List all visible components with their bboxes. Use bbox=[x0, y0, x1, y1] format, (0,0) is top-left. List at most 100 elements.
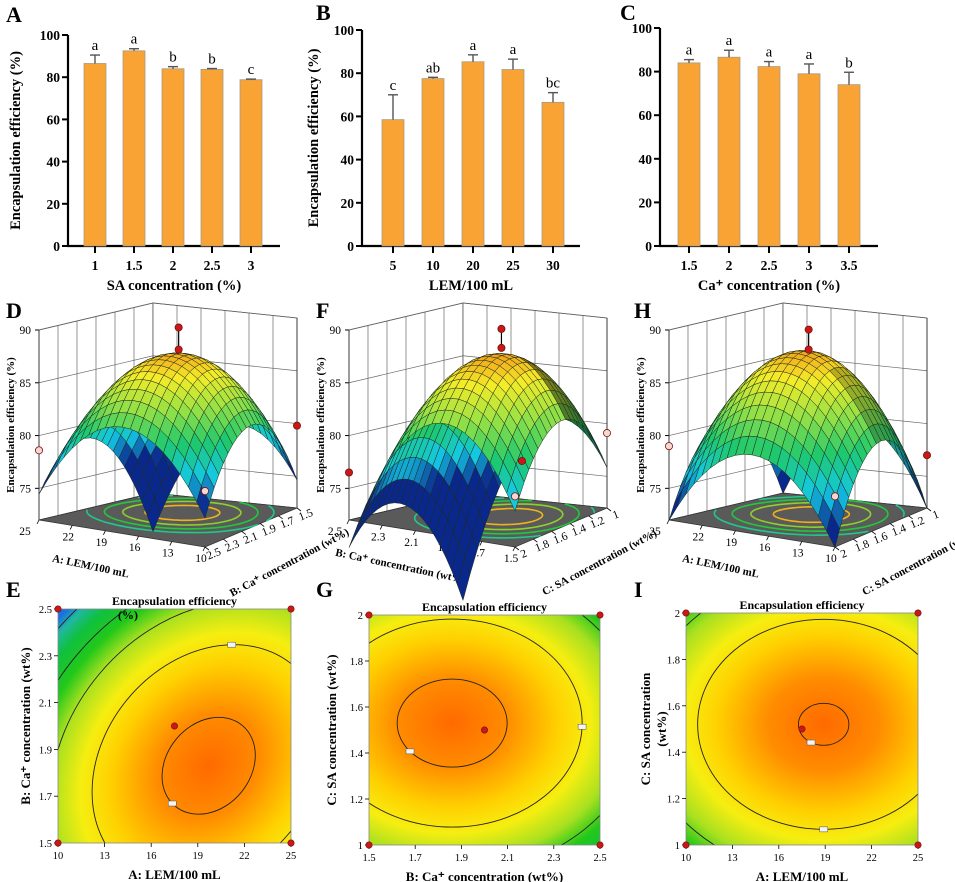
y-tick-label: 1.5 bbox=[297, 507, 315, 524]
significance-letter: a bbox=[92, 38, 99, 54]
x-tick-label: 2.1 bbox=[404, 537, 419, 549]
x-tick bbox=[103, 530, 106, 535]
x-tick-label: 2.3 bbox=[371, 531, 386, 543]
z-axis-title: Encapsulation efficiency (%) bbox=[5, 357, 17, 493]
y-tick-label: 1.4 bbox=[350, 749, 364, 760]
y-tick-label: 80 bbox=[639, 65, 653, 80]
y-tick-label: 100 bbox=[40, 28, 61, 43]
contour-line bbox=[91, 644, 291, 843]
y-tick bbox=[514, 546, 520, 551]
y-tick-label: 1.9 bbox=[260, 522, 278, 539]
y-tick bbox=[278, 515, 283, 520]
y-tick-label: 40 bbox=[47, 155, 61, 170]
z-tick-label: 85 bbox=[330, 378, 342, 390]
bar bbox=[541, 101, 565, 247]
design-point bbox=[292, 421, 301, 430]
x-tick bbox=[36, 519, 40, 525]
y-tick-label: 2 bbox=[839, 547, 849, 560]
significance-letter: b bbox=[845, 55, 853, 71]
x-tick-label: 22 bbox=[866, 853, 877, 864]
panel-label: F bbox=[316, 298, 329, 323]
significance-letter: a bbox=[766, 45, 773, 61]
floor-contour-line bbox=[749, 501, 872, 529]
contour-label bbox=[598, 578, 606, 583]
y-tick-label: 1.8 bbox=[667, 655, 680, 666]
z-tick-label: 75 bbox=[650, 483, 662, 495]
design-point bbox=[174, 345, 183, 354]
y-tick-label: 100 bbox=[632, 21, 653, 36]
surface-patch bbox=[196, 485, 210, 519]
contour-label bbox=[606, 540, 614, 545]
x-tick bbox=[512, 546, 516, 552]
x-tick-label: 2.5 bbox=[593, 853, 606, 864]
bar bbox=[239, 79, 263, 247]
y-tick-label: 2 bbox=[675, 609, 680, 620]
x-tick-label: 10 bbox=[53, 851, 64, 862]
x-tick-label: 25 bbox=[649, 526, 661, 538]
x-tick bbox=[766, 536, 769, 541]
y-tick-label: 60 bbox=[341, 109, 355, 124]
response-surface bbox=[38, 352, 298, 533]
x-tick-label: 2 bbox=[170, 258, 177, 273]
y-tick-label: 2.1 bbox=[242, 530, 260, 547]
design-point bbox=[497, 343, 506, 352]
significance-letter: a bbox=[131, 32, 138, 48]
x-axis-title: A: LEM/100 mL bbox=[756, 869, 849, 882]
significance-letter: c bbox=[248, 62, 255, 78]
panel-label: B bbox=[316, 0, 331, 25]
bar bbox=[200, 68, 224, 247]
bar bbox=[677, 62, 701, 247]
y-tick bbox=[871, 531, 877, 535]
center-point bbox=[798, 725, 806, 733]
design-point bbox=[287, 605, 295, 613]
y-tick bbox=[588, 515, 593, 520]
floor-contour-line bbox=[731, 498, 889, 532]
plot-subtitle: (%) bbox=[118, 608, 138, 622]
x-tick-label: 22 bbox=[692, 531, 704, 543]
bar bbox=[501, 69, 525, 247]
design-point bbox=[682, 609, 690, 617]
panel-label: H bbox=[634, 298, 651, 323]
x-tick bbox=[202, 546, 206, 552]
design-point bbox=[287, 839, 295, 847]
design-point bbox=[914, 841, 922, 849]
x-tick-label: 2.5 bbox=[328, 526, 343, 538]
design-point bbox=[914, 609, 922, 617]
y-tick-label: 2.3 bbox=[39, 652, 52, 663]
x-tick-label: 16 bbox=[774, 853, 785, 864]
z-axis-title: Encapsulation efficiency (%) bbox=[635, 357, 647, 493]
y-tick-label: 40 bbox=[639, 152, 653, 167]
significance-letter: c bbox=[390, 78, 397, 94]
y-tick-label: 20 bbox=[639, 195, 653, 210]
contour-plot-g: G 1.5 1.7 1.9 2.1 2.3 2.5 1 1.2 1.4 1.6 1.8 2 Encapsu… bbox=[316, 540, 614, 882]
contour-label bbox=[742, 544, 750, 549]
x-tick-label: 20 bbox=[466, 258, 480, 273]
significance-letter: a bbox=[510, 42, 517, 58]
panel-label: C bbox=[620, 0, 636, 25]
y-tick-label: 2 bbox=[358, 611, 363, 622]
y-tick bbox=[926, 507, 932, 512]
plot-title: Encapsulation efficiency bbox=[422, 600, 547, 614]
design-point bbox=[54, 839, 62, 847]
y-tick-label: 1 bbox=[931, 508, 941, 521]
panel-label: I bbox=[634, 577, 643, 602]
contour-line bbox=[396, 678, 508, 768]
y-tick-label: 1.7 bbox=[39, 792, 52, 803]
y-tick-label: 1.6 bbox=[350, 703, 363, 714]
y-tick-label: 1.9 bbox=[39, 745, 52, 756]
x-tick-label: 5 bbox=[390, 258, 397, 273]
y-axis-title-line: C: SA concentration bbox=[638, 672, 653, 785]
response-surface bbox=[668, 350, 928, 549]
y-tick bbox=[533, 538, 538, 543]
y-tick bbox=[296, 507, 302, 512]
design-point bbox=[54, 605, 62, 613]
significance-letter: a bbox=[806, 47, 813, 63]
y-tick-label: 0 bbox=[347, 239, 354, 254]
contour-field bbox=[686, 544, 918, 845]
x-tick-label: 1.9 bbox=[455, 853, 468, 864]
x-tick bbox=[799, 541, 803, 546]
design-point bbox=[596, 841, 604, 849]
bar-chart-b: B 0 20 40 60 80 100 c 5 ab 10 a 20 a 25 bc 30 LEM/100 mL E… bbox=[306, 0, 580, 294]
y-tick-label: 1.2 bbox=[350, 795, 363, 806]
